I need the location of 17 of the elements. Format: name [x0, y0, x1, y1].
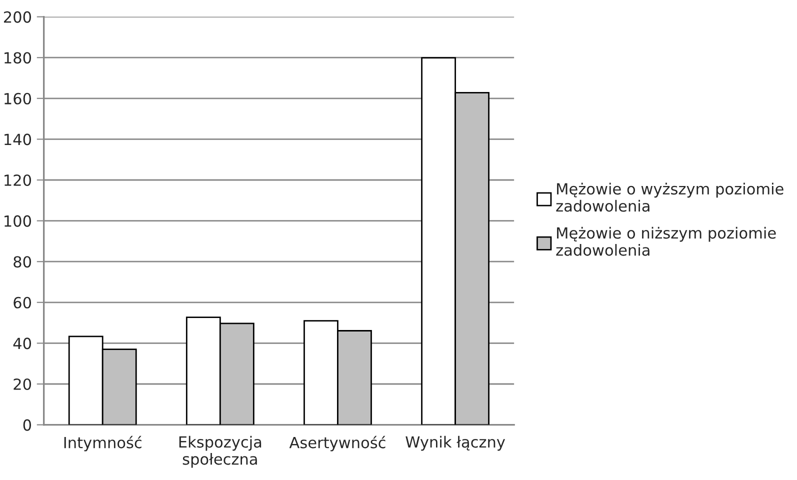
y-tick-label: 160 — [4, 92, 32, 104]
legend-label: Mężowie o niższym poziomie zadowolenia — [556, 226, 776, 256]
y-tick-label: 200 — [4, 11, 32, 23]
y-tick-label: 20 — [14, 378, 32, 390]
y-tick-label: 80 — [14, 256, 32, 268]
y-tick-label: 0 — [23, 419, 32, 431]
x-tick-label: Wynik łączny — [406, 436, 506, 451]
legend-label: Mężowie o wyższym poziomie zadowolenia — [556, 182, 784, 212]
y-tick-label: 100 — [4, 215, 32, 227]
x-tick-label: Ekspozycja społeczna — [179, 436, 262, 468]
y-tick-label: 40 — [13, 338, 32, 350]
y-tick-label: 180 — [4, 52, 32, 64]
y-tick-label: 140 — [4, 134, 32, 146]
y-tick-label: 60 — [14, 296, 32, 308]
y-tick-label: 120 — [4, 174, 32, 186]
x-tick-label: Intymność — [64, 436, 142, 452]
x-tick-label: Asertywność — [289, 436, 386, 452]
